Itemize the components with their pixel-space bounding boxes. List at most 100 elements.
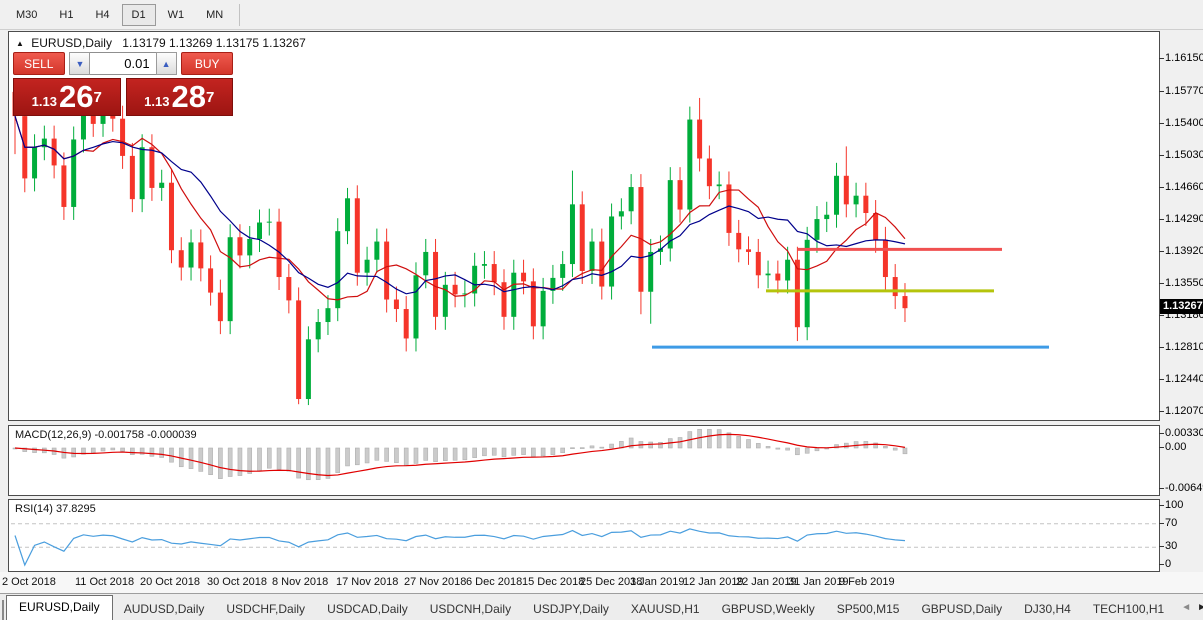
date-axis-label: 8 Nov 2018 bbox=[272, 576, 329, 588]
chart-tab-sp500-m15[interactable]: SP500,M15 bbox=[836, 602, 900, 616]
price-axis-tick-mark bbox=[1159, 90, 1164, 92]
bid-price-small: 1.13 bbox=[31, 94, 57, 109]
date-axis-label: 17 Nov 2018 bbox=[336, 576, 399, 588]
macd-axis-tick-label: -0.00649 bbox=[1165, 481, 1203, 494]
macd-axis-tick-mark bbox=[1159, 433, 1164, 434]
chart-ohlc-quote: 1.13179 1.13269 1.13175 1.13267 bbox=[122, 36, 306, 50]
volume-input[interactable]: 0.01 bbox=[90, 52, 156, 75]
date-axis: 2 Oct 2018 11 Oct 2018 20 Oct 2018 30 Oct 2… bbox=[0, 572, 1203, 593]
price-axis-tick-label: 1.14290 bbox=[1165, 212, 1203, 225]
buy-button[interactable]: BUY bbox=[181, 52, 233, 75]
volume-decrease-button[interactable]: ▼ bbox=[69, 52, 91, 75]
price-axis-tick-label: 1.13920 bbox=[1165, 244, 1203, 257]
price-axis-tick-mark bbox=[1159, 58, 1164, 59]
rsi-axis-tick-mark bbox=[1159, 564, 1164, 565]
timeframe-button-m30[interactable]: M30 bbox=[16, 8, 38, 21]
date-axis-label: 12 Jan 2019 bbox=[683, 576, 744, 588]
chart-tab-gbpusd-daily[interactable]: GBPUSD,Daily bbox=[921, 602, 1003, 616]
timeframe-toolbar: M30 H1 H4 D1 W1 MN bbox=[0, 0, 1203, 30]
chart-tab-stub[interactable] bbox=[2, 600, 4, 620]
price-axis-tick-label: 1.16150 bbox=[1165, 52, 1203, 64]
timeframe-button-w1[interactable]: W1 bbox=[167, 8, 185, 21]
price-axis-tick-label: 1.15030 bbox=[1165, 148, 1203, 161]
price-axis-tick-mark bbox=[1159, 411, 1164, 412]
tab-scroll-arrows: ◄ ► bbox=[1175, 594, 1203, 620]
date-axis-label: 20 Oct 2018 bbox=[140, 576, 200, 588]
price-axis-tick-label: 1.15770 bbox=[1165, 84, 1203, 97]
chart-tab-xauusd-h1[interactable]: XAUUSD,H1 bbox=[630, 602, 700, 616]
bid-price-button[interactable]: 1.13 26 7 bbox=[13, 78, 121, 116]
price-chart-panel: ▲ EURUSD,Daily 1.13179 1.13269 1.13175 1… bbox=[8, 31, 1160, 421]
macd-axis-tick-label: 0.003306 bbox=[1165, 427, 1203, 439]
chart-tab-usdjpy-daily[interactable]: USDJPY,Daily bbox=[533, 602, 609, 616]
price-axis-tick-mark bbox=[1159, 218, 1164, 220]
price-axis-tick-label: 1.12070 bbox=[1165, 405, 1203, 417]
date-axis-label: 9 Feb 2019 bbox=[839, 576, 895, 588]
chart-symbol-label: EURUSD,Daily bbox=[31, 36, 112, 50]
date-axis-label: 30 Oct 2018 bbox=[207, 576, 267, 588]
macd-axis-tick-label: 0.00 bbox=[1165, 441, 1187, 453]
chart-tab-usdchf-daily[interactable]: USDCHF,Daily bbox=[226, 602, 306, 616]
price-axis-tick-mark bbox=[1159, 314, 1164, 316]
date-axis-label: 25 Dec 2018 bbox=[580, 576, 643, 588]
one-click-trade-panel: SELL ▼ 0.01 ▲ BUY 1.13 26 7 1.13 28 7 bbox=[13, 52, 233, 116]
rsi-axis-tick-mark bbox=[1159, 505, 1164, 506]
rsi-axis-tick-label: 100 bbox=[1165, 499, 1184, 511]
rsi-axis-tick-label: 0 bbox=[1165, 558, 1172, 570]
price-chart-canvas[interactable] bbox=[9, 32, 1159, 420]
date-axis-label: 31 Jan 2019 bbox=[788, 576, 849, 588]
chart-title: ▲ EURUSD,Daily 1.13179 1.13269 1.13175 1… bbox=[16, 36, 306, 50]
rsi-panel: RSI(14) 37.8295 bbox=[8, 499, 1160, 572]
sell-button[interactable]: SELL bbox=[13, 52, 65, 75]
chart-tab-usdcad-daily[interactable]: USDCAD,Daily bbox=[327, 602, 408, 616]
chart-tab-bar: EURUSD,Daily AUDUSD,Daily USDCHF,Daily USDC… bbox=[0, 593, 1203, 620]
ask-price-button[interactable]: 1.13 28 7 bbox=[125, 78, 233, 116]
price-axis-tick-label: 1.12810 bbox=[1165, 340, 1203, 353]
date-axis-label: 11 Oct 2018 bbox=[75, 576, 135, 588]
price-axis-tick-mark bbox=[1159, 378, 1164, 380]
ask-price-small: 1.13 bbox=[144, 94, 170, 109]
timeframe-button-h1[interactable]: H1 bbox=[59, 8, 74, 21]
price-axis-tick-label: 1.13550 bbox=[1165, 276, 1203, 289]
macd-axis-tick-mark bbox=[1159, 447, 1164, 448]
tabs-scroll-left-icon[interactable]: ◄ bbox=[1181, 602, 1192, 613]
price-axis-tick-mark bbox=[1159, 154, 1164, 156]
macd-panel: MACD(12,26,9) -0.001758 -0.000039 bbox=[8, 425, 1160, 496]
timeframe-button-h4[interactable]: H4 bbox=[95, 8, 110, 21]
chart-collapse-icon[interactable]: ▲ bbox=[16, 39, 24, 48]
date-axis-label: 3 Jan 2019 bbox=[630, 576, 685, 588]
date-axis-label: 6 Dec 2018 bbox=[466, 576, 523, 588]
rsi-axis-tick-label: 70 bbox=[1165, 516, 1178, 529]
rsi-axis-tick-mark bbox=[1159, 546, 1164, 548]
timeframe-button-mn[interactable]: MN bbox=[206, 8, 224, 21]
macd-label: MACD(12,26,9) -0.001758 -0.000039 bbox=[15, 429, 197, 441]
chart-tab-eurusd-daily[interactable]: EURUSD,Daily bbox=[6, 595, 113, 620]
tabs-scroll-right-icon[interactable]: ► bbox=[1197, 602, 1203, 613]
macd-canvas[interactable] bbox=[9, 426, 1159, 495]
rsi-canvas[interactable] bbox=[9, 500, 1159, 571]
date-axis-label: 22 Jan 2019 bbox=[736, 576, 797, 588]
date-axis-label: 27 Nov 2018 bbox=[404, 576, 467, 588]
rsi-label: RSI(14) 37.8295 bbox=[15, 503, 96, 515]
price-axis-tick-label: 1.12440 bbox=[1165, 372, 1203, 385]
chart-tab-dj30-h4[interactable]: DJ30,H4 bbox=[1024, 602, 1071, 616]
date-axis-label: 15 Dec 2018 bbox=[522, 576, 585, 588]
chart-tab-usdcnh-daily[interactable]: USDCNH,Daily bbox=[429, 602, 512, 616]
chart-tab-audusd-daily[interactable]: AUDUSD,Daily bbox=[123, 602, 205, 616]
price-axis-tick-mark bbox=[1159, 282, 1164, 284]
ask-price-big: 28 bbox=[171, 79, 206, 114]
price-axis-tick-mark bbox=[1159, 346, 1164, 348]
price-axis-tick-label: 1.15400 bbox=[1165, 116, 1203, 129]
price-axis-tick-mark bbox=[1159, 250, 1164, 252]
volume-increase-button[interactable]: ▲ bbox=[155, 52, 177, 75]
ask-price-sup: 7 bbox=[205, 89, 215, 106]
chart-tab-gbpusd-weekly[interactable]: GBPUSD,Weekly bbox=[721, 602, 815, 616]
bid-price-sup: 7 bbox=[93, 89, 102, 106]
current-price-tag: 1.13267 bbox=[1160, 299, 1203, 315]
chart-tab-tech100-h1[interactable]: TECH100,H1 bbox=[1092, 602, 1165, 616]
rsi-axis-tick-label: 30 bbox=[1165, 540, 1178, 553]
price-axis-tick-label: 1.14660 bbox=[1165, 180, 1203, 193]
bid-price-big: 26 bbox=[58, 79, 94, 114]
timeframe-button-d1[interactable]: D1 bbox=[121, 3, 156, 26]
